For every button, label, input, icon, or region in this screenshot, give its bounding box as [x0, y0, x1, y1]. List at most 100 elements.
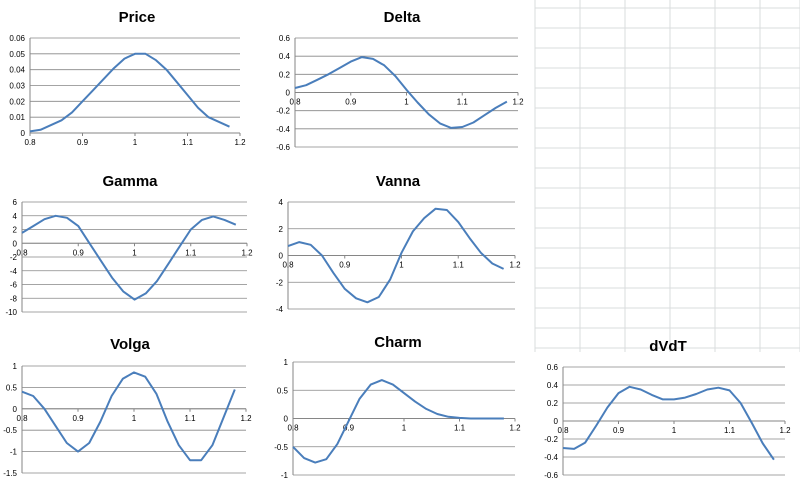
data-point — [43, 408, 45, 410]
data-point — [29, 130, 31, 132]
data-point — [457, 221, 459, 223]
data-point — [32, 225, 34, 227]
data-point — [459, 417, 461, 419]
data-point — [89, 242, 91, 244]
y-tick-label: 0.4 — [547, 381, 559, 390]
data-point — [762, 443, 764, 445]
data-point — [428, 113, 430, 115]
data-point — [484, 114, 486, 116]
y-tick-label: -0.4 — [544, 453, 558, 462]
chart-title: Charm — [374, 334, 422, 351]
data-point — [197, 107, 199, 109]
x-tick-label: 0.8 — [287, 424, 299, 433]
data-point — [155, 59, 157, 61]
data-point — [134, 299, 136, 301]
data-point — [595, 425, 597, 427]
y-tick-label: 6 — [13, 198, 18, 207]
data-point — [208, 116, 210, 118]
data-point — [179, 246, 181, 248]
y-tick-label: -4 — [276, 305, 284, 314]
data-point — [472, 121, 474, 123]
x-tick-label: 0.8 — [16, 248, 28, 257]
y-tick-label: -6 — [10, 281, 18, 290]
data-point — [336, 443, 338, 445]
y-tick-label: -0.6 — [276, 143, 290, 152]
data-point — [503, 418, 505, 420]
data-point — [506, 101, 508, 103]
data-point — [88, 442, 90, 444]
data-point — [359, 398, 361, 400]
y-tick-label: -1 — [10, 448, 18, 457]
y-tick-label: -8 — [10, 294, 18, 303]
x-tick-label: 1 — [132, 248, 137, 257]
data-point — [124, 58, 126, 60]
data-point — [339, 67, 341, 69]
data-point — [44, 218, 46, 220]
data-point — [92, 89, 94, 91]
data-point — [200, 459, 202, 461]
y-tick-label: 0.6 — [279, 34, 291, 43]
y-tick-label: 0.05 — [9, 50, 25, 59]
x-tick-label: 1.2 — [779, 426, 791, 435]
data-point — [176, 81, 178, 83]
x-tick-label: 1.1 — [457, 98, 469, 107]
data-point — [751, 422, 753, 424]
series-line — [562, 385, 775, 461]
x-tick-label: 0.9 — [73, 248, 85, 257]
data-point — [144, 376, 146, 378]
x-tick-label: 0.9 — [77, 138, 89, 147]
data-point — [436, 413, 438, 415]
data-point — [447, 416, 449, 418]
data-point — [640, 389, 642, 391]
data-point — [167, 263, 169, 265]
x-tick-label: 0.9 — [72, 414, 84, 423]
data-point — [481, 418, 483, 420]
data-point — [111, 395, 113, 397]
data-point — [606, 407, 608, 409]
series-line — [294, 56, 508, 129]
data-point — [383, 64, 385, 66]
y-tick-label: 0 — [554, 417, 559, 426]
x-tick-label: 1 — [399, 261, 404, 270]
data-point — [412, 230, 414, 232]
chart-title: Volga — [110, 336, 150, 353]
data-point — [492, 418, 494, 420]
data-point — [122, 290, 124, 292]
data-point — [378, 296, 380, 298]
data-point — [77, 225, 79, 227]
data-point — [446, 209, 448, 211]
y-tick-label: 0.5 — [277, 386, 289, 395]
y-tick-label: 0 — [13, 239, 18, 248]
data-point — [773, 459, 775, 461]
data-point — [71, 111, 73, 113]
data-point — [392, 384, 394, 386]
data-point — [321, 255, 323, 257]
x-tick-label: 1 — [132, 414, 137, 423]
x-tick-label: 1.2 — [509, 261, 521, 270]
y-tick-label: 0.2 — [547, 399, 559, 408]
data-point — [662, 398, 664, 400]
data-point — [55, 425, 57, 427]
x-tick-label: 1.1 — [182, 138, 194, 147]
data-point — [470, 418, 472, 420]
x-tick-label: 0.8 — [16, 414, 28, 423]
data-point — [480, 252, 482, 254]
y-tick-label: -0.6 — [544, 471, 558, 480]
data-point — [629, 386, 631, 388]
data-point — [40, 129, 42, 131]
data-point — [66, 217, 68, 219]
x-tick-label: 0.9 — [339, 261, 351, 270]
data-point — [134, 53, 136, 55]
data-point — [310, 244, 312, 246]
data-point — [145, 292, 147, 294]
data-point — [189, 459, 191, 461]
data-point — [218, 121, 220, 123]
data-point — [414, 401, 416, 403]
data-point — [425, 408, 427, 410]
y-tick-label: 0.2 — [279, 70, 291, 79]
data-point — [113, 67, 115, 69]
chart-price: Price 0 0.01 0.02 0.03 0.04 0.05 0.06 0.8 0.9 1 1.1… — [9, 9, 246, 147]
y-tick-label: 0 — [279, 252, 284, 261]
data-point — [503, 268, 505, 270]
